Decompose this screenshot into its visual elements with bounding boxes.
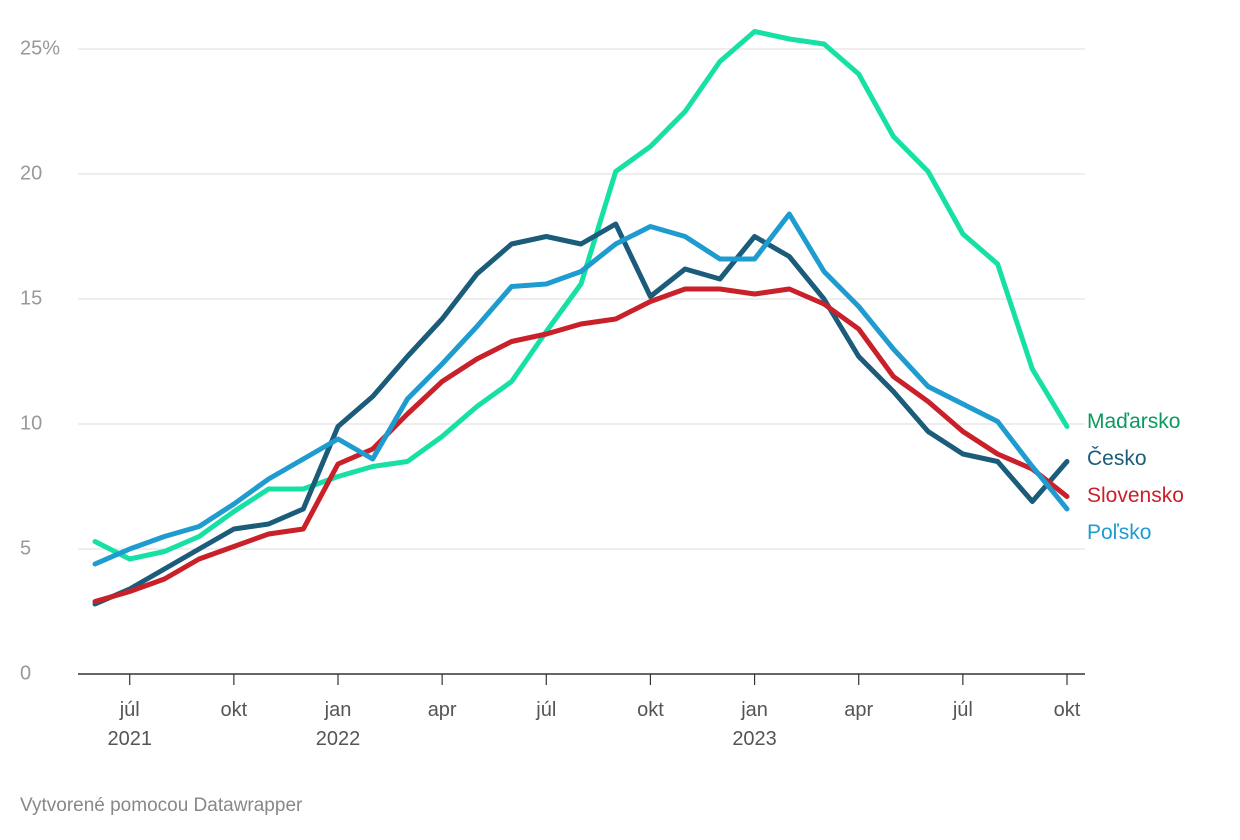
series-line bbox=[92, 211, 1070, 567]
y-tick-label: 10 bbox=[20, 412, 42, 434]
x-tick-label: júl bbox=[952, 699, 973, 721]
legend-label: Poľsko bbox=[1087, 521, 1152, 544]
series-line bbox=[92, 221, 1070, 607]
legend-label: Slovensko bbox=[1087, 484, 1184, 507]
grid: 0 5 10 15 20 25% júl 2021 okt jan 2022 apr júl okt jan… bbox=[20, 37, 1085, 750]
x-tick-label: júl 2021 bbox=[107, 699, 152, 750]
x-tick-label: okt bbox=[1054, 699, 1081, 721]
lines bbox=[92, 29, 1070, 607]
y-tick-label: 15 bbox=[20, 287, 42, 309]
x-tick-label: jan 2023 bbox=[732, 699, 777, 750]
x-tick-label: okt bbox=[637, 699, 664, 721]
x-tick-label: okt bbox=[221, 699, 248, 721]
footer: Vytvorené pomocou Datawrapper bbox=[20, 795, 303, 816]
y-tick-label: 0 bbox=[20, 662, 31, 684]
legend-label: Česko bbox=[1087, 447, 1147, 470]
y-tick-label: 5 bbox=[20, 537, 31, 559]
x-tick-label: jan 2022 bbox=[316, 699, 361, 750]
series-line bbox=[92, 286, 1070, 604]
series-line bbox=[92, 29, 1070, 562]
y-tick-label: 25% bbox=[20, 37, 60, 59]
legend-label: Maďarsko bbox=[1087, 410, 1180, 433]
x-tick-label: júl bbox=[535, 699, 556, 721]
x-tick-label: apr bbox=[844, 699, 873, 721]
y-tick-label: 20 bbox=[20, 162, 42, 184]
x-tick-label: apr bbox=[428, 699, 457, 721]
